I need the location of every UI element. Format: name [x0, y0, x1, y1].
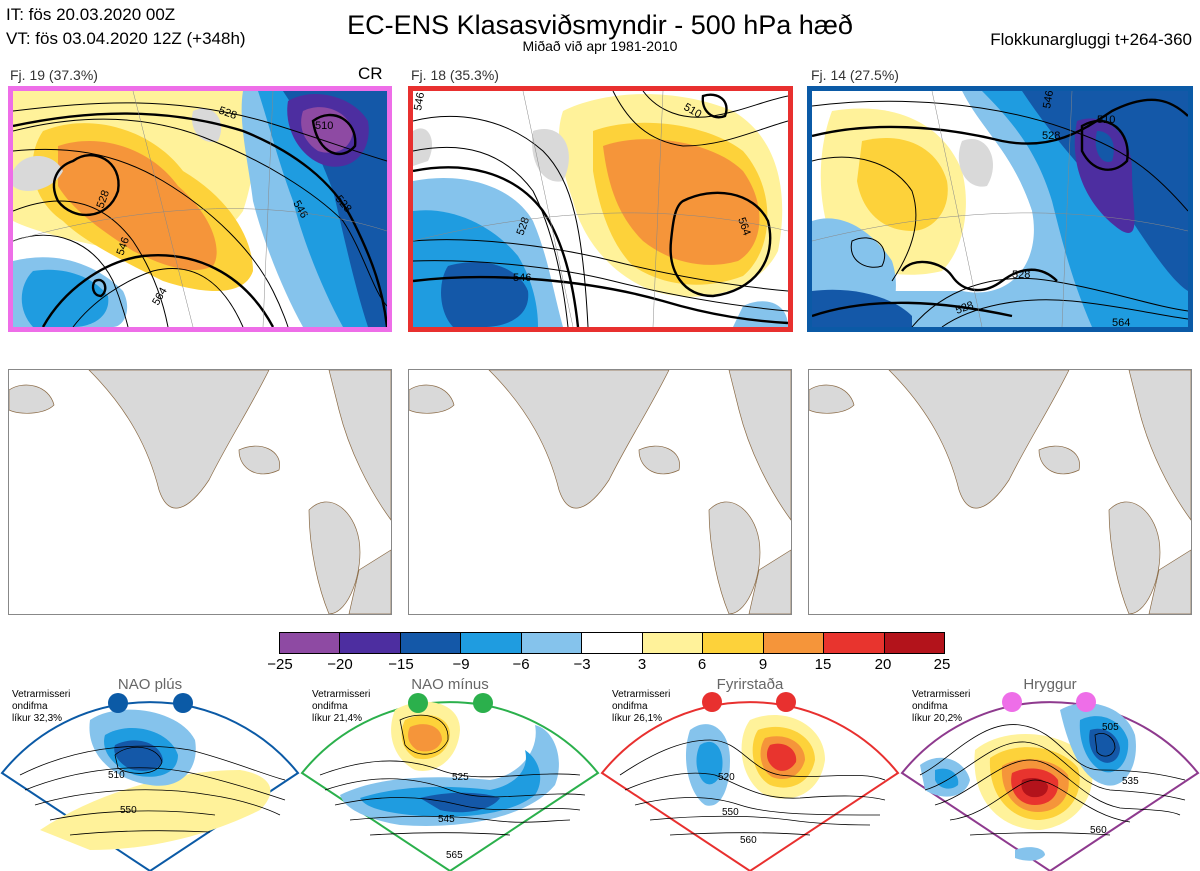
regime-note: Vetrarmisseri ondifma líkur 32,3%	[12, 689, 71, 724]
cluster-3-label: Fj. 14 (27.5%)	[811, 67, 899, 83]
cluster-2-contour-label: 546	[513, 272, 531, 284]
cluster-3-map: 510 528 528 528 546 564	[807, 86, 1193, 332]
regime-contour-label: 550	[722, 807, 739, 818]
window-label: Flokkunargluggi t+264-360	[990, 30, 1192, 49]
cluster-3-contour-label: 564	[1112, 317, 1130, 327]
regime-contour-label: 510	[108, 770, 125, 781]
cluster-2-map: 546 510 528 546 564 564	[408, 86, 793, 332]
cluster-1-map: 510 528 528 528 546 546 564	[8, 86, 392, 332]
cluster-1-contour-label: 510	[315, 120, 333, 132]
colorbar-swatch	[400, 633, 462, 653]
base-map-1	[8, 369, 392, 615]
cluster-3-contour-label: 528	[1012, 269, 1030, 281]
regime-blocking: 520 550 560 Fyrirstaða Vetrarmisseri ond…	[600, 676, 900, 871]
colorbar-swatch	[461, 633, 522, 653]
colorbar-tick: 9	[758, 656, 768, 673]
regime-title: Fyrirstaða	[716, 676, 784, 693]
regime-note: Vetrarmisseri ondifma líkur 26,1%	[612, 689, 671, 724]
regime-contour-label: 525	[452, 772, 469, 783]
colorbar-swatch	[884, 633, 944, 653]
regime-contour-label: 560	[740, 835, 757, 846]
colorbar-swatch	[763, 633, 825, 653]
colorbar-tick: 6	[697, 656, 707, 673]
regime-note: Vetrarmisseri ondifma líkur 21,4%	[312, 689, 371, 724]
page-subtitle: Miðað við apr 1981-2010	[522, 38, 678, 54]
cluster-2-contour-label: 528	[515, 216, 533, 237]
colorbar-tick: −25	[267, 656, 293, 673]
cluster-3-contour-label: 546	[1041, 91, 1056, 110]
valid-time: VT: fös 03.04.2020 12Z (+348h)	[6, 29, 246, 48]
colorbar-swatch	[642, 633, 704, 653]
init-time: IT: fös 20.03.2020 00Z	[6, 5, 176, 24]
colorbar-swatch	[340, 633, 401, 653]
regime-contour-label: 520	[718, 772, 735, 783]
cluster-1-contour-label: 528	[217, 105, 238, 123]
regime-title: Hryggur	[1023, 676, 1077, 693]
colorbar-tick: −3	[573, 656, 591, 673]
colorbar	[279, 632, 945, 654]
cluster-2-label: Fj. 18 (35.3%)	[411, 67, 499, 83]
colorbar-swatch	[582, 633, 643, 653]
regime-title: NAO plús	[117, 676, 183, 693]
colorbar-tick: 25	[933, 656, 951, 673]
colorbar-tick: 15	[814, 656, 832, 673]
base-map-2	[408, 369, 792, 615]
regime-contour-label: 565	[446, 850, 463, 861]
colorbar-swatch	[824, 633, 885, 653]
colorbar-tick: −15	[388, 656, 414, 673]
colorbar-tick: 3	[637, 656, 647, 673]
regime-contour-label: 560	[1090, 825, 1107, 836]
page-title: EC-ENS Klasasviðsmyndir - 500 hPa hæð	[347, 10, 853, 40]
regime-ridge: 505 535 560 Hryggur Vetrarmisseri ondifm…	[900, 676, 1200, 871]
cluster-1-contour-label: 546	[115, 236, 133, 257]
regime-contour-label: 545	[438, 814, 455, 825]
colorbar-tick: −20	[327, 656, 353, 673]
colorbar-tick: −9	[452, 656, 470, 673]
regime-note: Vetrarmisseri ondifma líkur 20,2%	[912, 689, 971, 724]
regime-nao-minus: 525 545 565 NAO mínus Vetrarmisseri ondi…	[300, 676, 600, 871]
base-map-3	[808, 369, 1192, 615]
colorbar-tick: −6	[512, 656, 530, 673]
regime-contour-label: 535	[1122, 776, 1139, 787]
colorbar-tick: 20	[874, 656, 892, 673]
regime-contour-label: 505	[1102, 722, 1119, 733]
cluster-3-contour-label: 510	[1097, 114, 1115, 126]
cluster-1-label: Fj. 19 (37.3%)	[10, 67, 98, 83]
cluster-2-contour-label: 546	[413, 91, 427, 111]
cluster-1-contour-label: 528	[95, 189, 113, 210]
regime-title: NAO mínus	[411, 676, 489, 693]
cluster-1-tag: CR	[358, 64, 383, 83]
colorbar-swatch	[521, 633, 583, 653]
colorbar-swatch	[280, 633, 341, 653]
regime-nao-plus: 510 550 NAO plús Vetrarmisseri ondifma l…	[0, 676, 300, 871]
colorbar-swatch	[703, 633, 764, 653]
cluster-3-contour-label: 528	[954, 299, 975, 317]
regime-contour-label: 550	[120, 805, 137, 816]
cluster-3-contour-label: 528	[1042, 130, 1060, 142]
